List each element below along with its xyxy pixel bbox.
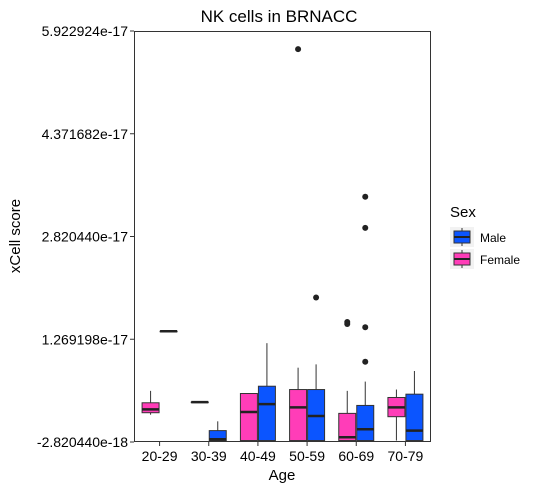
outlier-point (344, 318, 351, 325)
box-female-50-59 (289, 46, 308, 442)
box-male-50-59 (307, 294, 326, 442)
box-body (208, 430, 227, 442)
outlier-point (362, 193, 369, 200)
y-axis-label: xCell score (7, 199, 24, 273)
outlier-point (362, 358, 369, 365)
box-body (257, 385, 276, 442)
outlier-point (362, 324, 369, 331)
box-female-30-39 (190, 400, 209, 404)
box-male-30-39 (208, 421, 227, 442)
box-body (338, 412, 357, 442)
box-body (239, 393, 258, 442)
y-tick-label: 2.820440e-17 (42, 229, 129, 245)
x-axis-label: Age (269, 467, 296, 484)
y-tick-label: -2.820440e-18 (37, 434, 128, 450)
outlier-point (362, 224, 369, 231)
x-tick-label: 30-39 (191, 448, 227, 464)
x-tick-label: 50-59 (289, 448, 325, 464)
y-tick-label: 4.371682e-17 (42, 126, 129, 142)
plot-panel (134, 31, 431, 442)
box-female-40-49 (239, 393, 258, 442)
x-axis: 20-29 30-39 40-49 50-59 60-69 70-79 (142, 442, 424, 464)
legend: Sex Male Female (450, 204, 520, 269)
box-male-60-69 (356, 193, 375, 442)
legend-label: Male (480, 231, 506, 245)
box-male-70-79 (405, 370, 424, 442)
box-female-70-79 (387, 389, 406, 441)
x-tick-label: 60-69 (338, 448, 374, 464)
boxes-layer (141, 46, 424, 442)
x-tick-label: 40-49 (240, 448, 276, 464)
box-body (289, 389, 308, 442)
y-tick-label: 5.922924e-17 (42, 23, 129, 39)
legend-item-male: Male (450, 227, 506, 247)
legend-label: Female (480, 253, 520, 267)
legend-item-female: Female (450, 249, 520, 269)
box-body (356, 404, 375, 442)
chart-title: NK cells in BRNACC (201, 7, 358, 26)
box-male-40-49 (257, 343, 276, 442)
box-body (405, 393, 424, 442)
box-body (141, 402, 160, 414)
box-female-20-29 (141, 390, 160, 415)
outlier-point (295, 46, 302, 53)
x-tick-label: 70-79 (388, 448, 424, 464)
legend-title: Sex (450, 204, 476, 221)
y-tick-label: 1.269198e-17 (42, 331, 129, 347)
box-female-60-69 (338, 318, 357, 442)
box-male-20-29 (159, 329, 178, 333)
y-axis: -2.820440e-18 1.269198e-17 2.820440e-17 4.3… (37, 23, 134, 450)
outlier-point (313, 294, 320, 301)
x-tick-label: 20-29 (142, 448, 178, 464)
